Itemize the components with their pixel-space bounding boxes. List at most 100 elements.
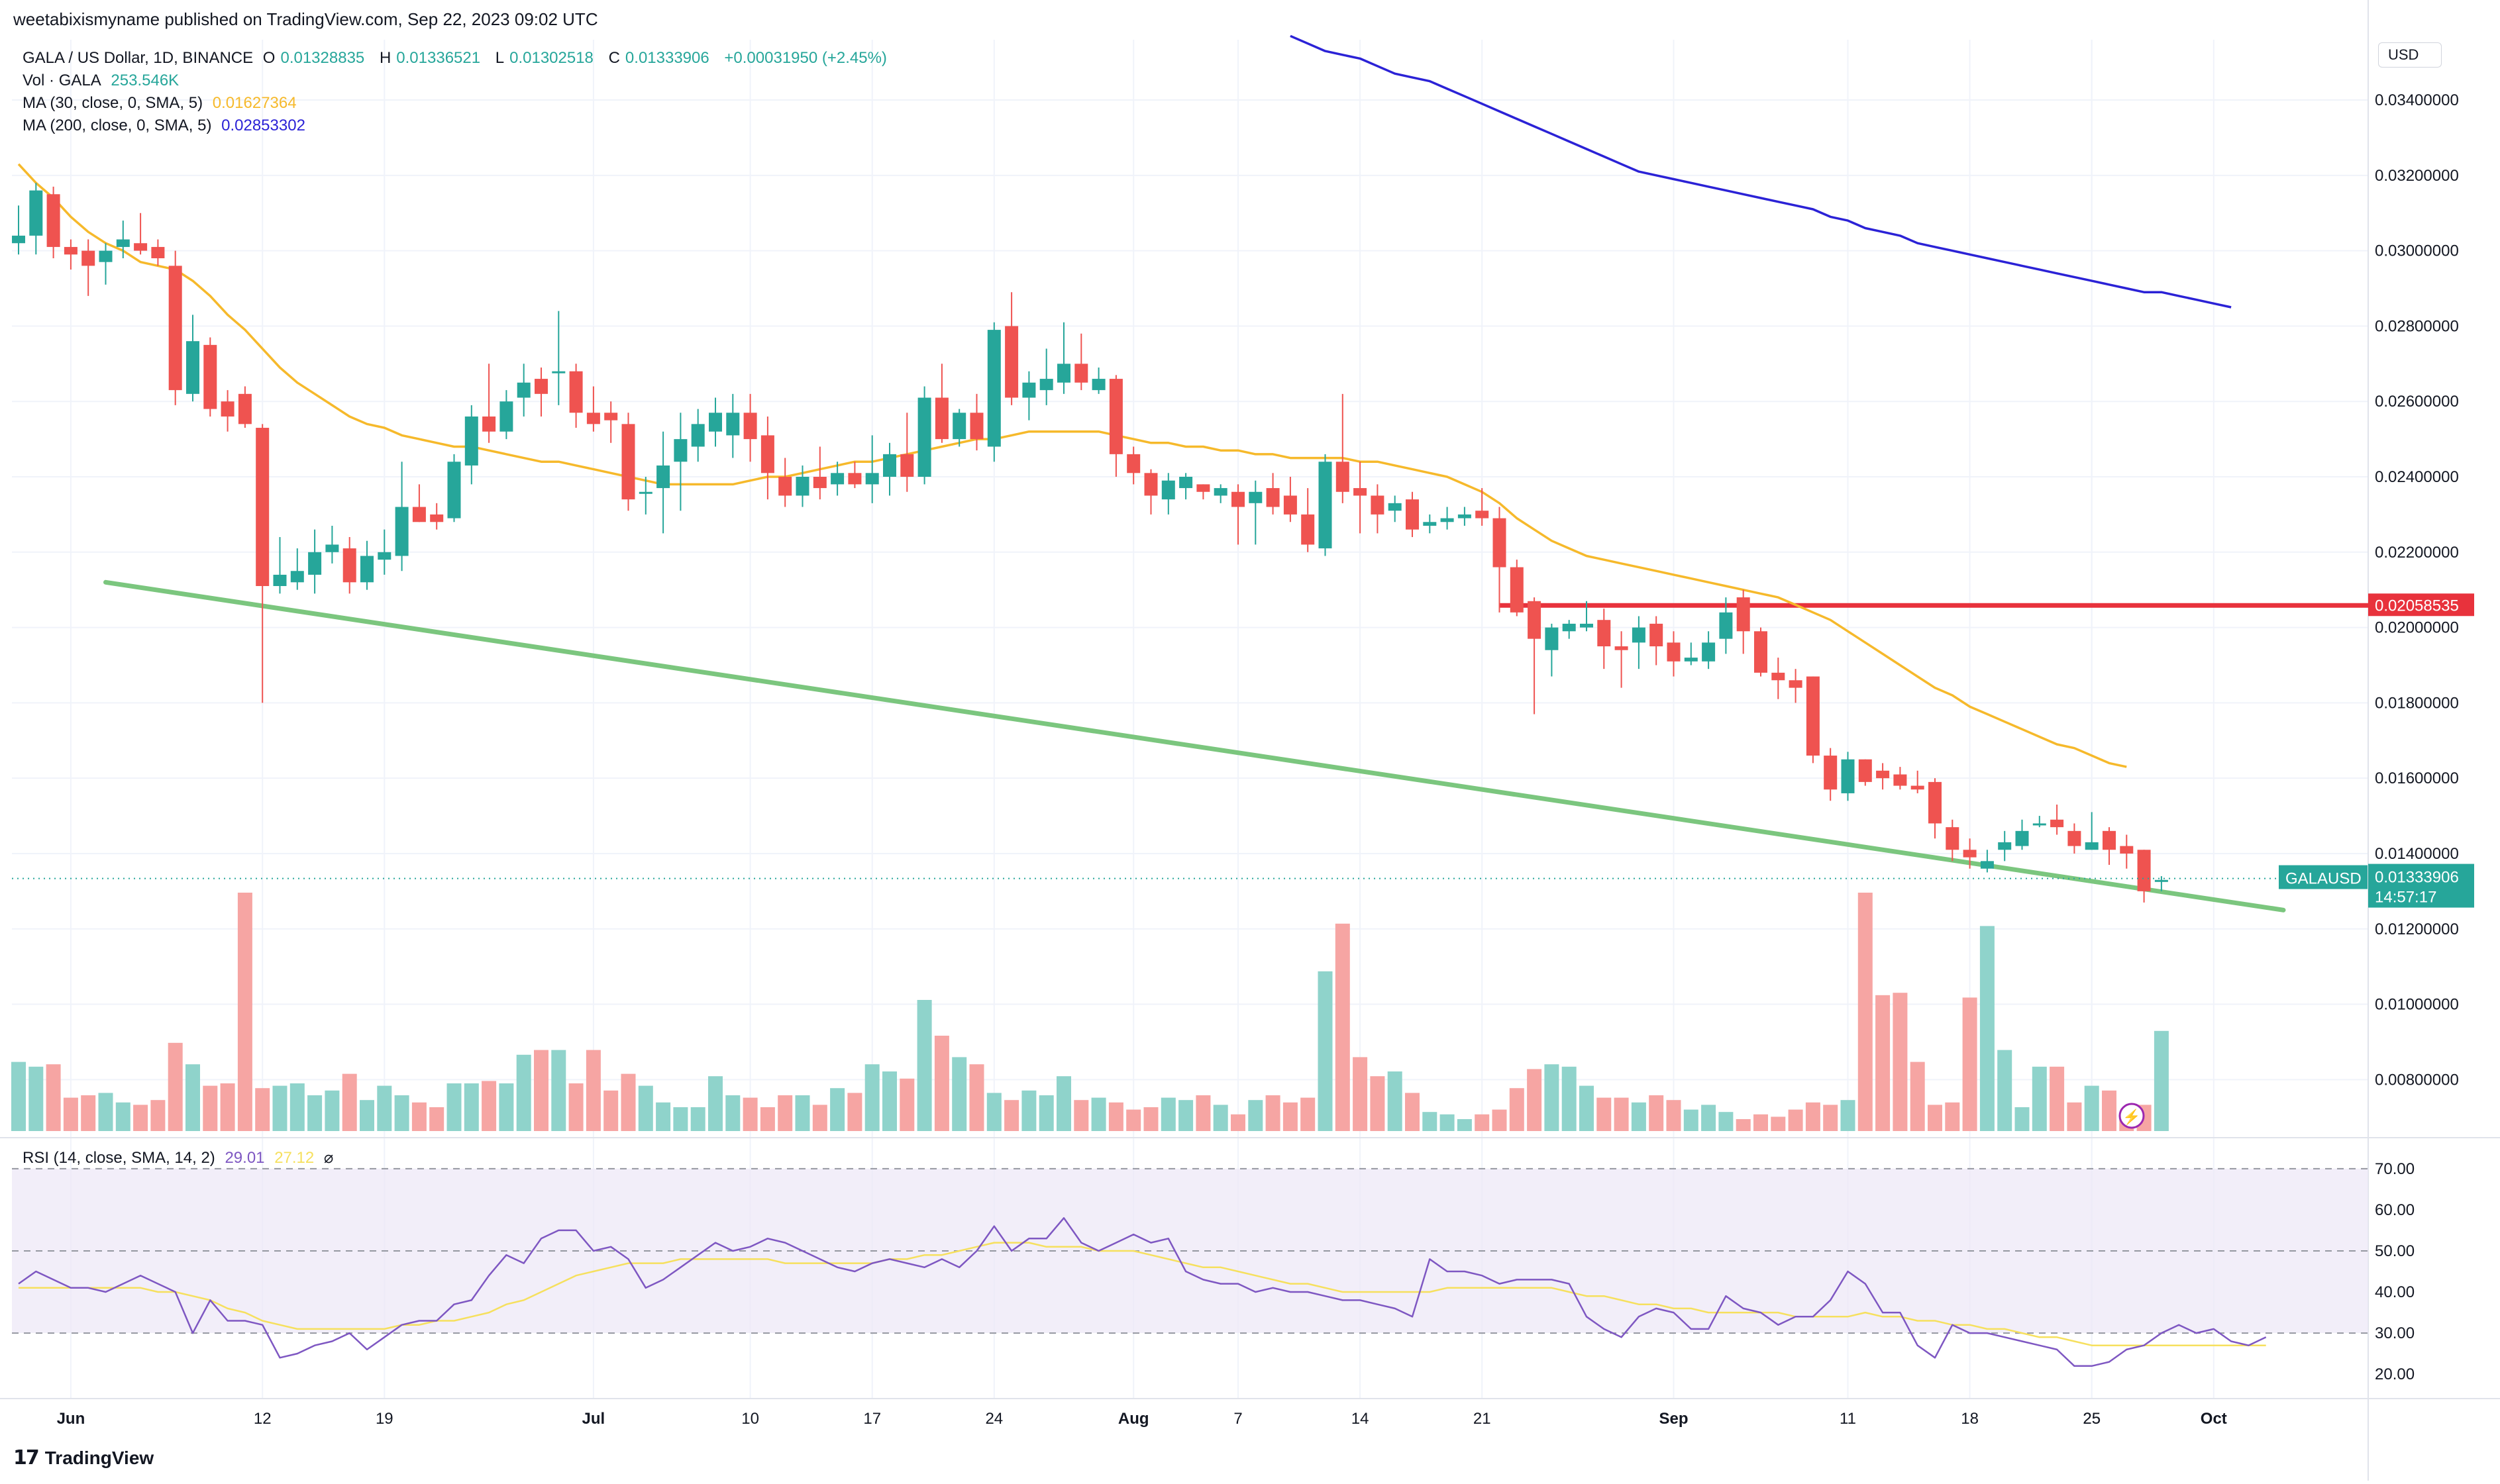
candle-body [186, 341, 199, 394]
close-label: C [608, 49, 620, 67]
candle-body [674, 439, 688, 462]
volume-bar [917, 1000, 932, 1131]
rsi-band [12, 1168, 2368, 1334]
candle-body [970, 413, 984, 440]
volume-bar [2067, 1102, 2082, 1131]
volume-bar [1387, 1071, 1402, 1131]
candle-body [865, 473, 879, 485]
volume-bar [63, 1097, 78, 1131]
candle-body [499, 401, 513, 432]
volume-bar [708, 1076, 723, 1131]
time-tick-label: 25 [2083, 1410, 2101, 1428]
time-tick-label: 24 [985, 1410, 1003, 1428]
volume-bar [1979, 926, 1995, 1131]
volume-bar [778, 1095, 793, 1131]
volume-bar [1143, 1107, 1159, 1131]
candle-body [760, 435, 774, 473]
volume-bar [864, 1064, 880, 1131]
volume-bar [203, 1085, 218, 1131]
rsi-value: 29.01 [225, 1149, 265, 1167]
volume-bar [325, 1090, 340, 1131]
volume-bar [1074, 1100, 1089, 1131]
time-tick-label: 18 [1961, 1410, 1979, 1428]
candle-body [325, 544, 339, 552]
volume-label[interactable]: Vol · GALA [23, 72, 101, 89]
volume-value: 253.546K [111, 72, 180, 89]
tradingview-logo[interactable]: 𝟭𝟳 TradingView [13, 1446, 154, 1469]
candle-body [1301, 514, 1315, 545]
volume-bar [2032, 1066, 2047, 1131]
volume-bar [360, 1100, 374, 1131]
volume-bar [1823, 1105, 1838, 1131]
volume-bar [429, 1107, 444, 1131]
time-tick-label: 12 [254, 1410, 272, 1428]
volume-bar [1666, 1100, 1681, 1131]
volume-bar [1422, 1112, 1437, 1131]
candle-body [1440, 518, 1454, 522]
time-tick-label: 10 [741, 1410, 759, 1428]
candle-body [1771, 672, 1785, 681]
candle-body [1597, 620, 1611, 647]
volume-bar [673, 1107, 688, 1131]
volume-bar [603, 1090, 619, 1131]
volume-bar [795, 1095, 810, 1131]
candle-body [2137, 850, 2151, 891]
rsi-tick-label: 70.00 [2375, 1160, 2415, 1178]
time-tick-label: Oct [2201, 1410, 2227, 1428]
volume-bar [1683, 1109, 1698, 1131]
volume-bar [1945, 1102, 1960, 1131]
price-tick-label: 0.01000000 [2375, 996, 2459, 1014]
volume-bar [1353, 1057, 1368, 1131]
volume-bar [1910, 1062, 1925, 1131]
candle-body [1736, 597, 1750, 632]
time-tick-label: Aug [1118, 1410, 1149, 1428]
volume-bar [1178, 1100, 1194, 1131]
rsi-empty-icon: ⌀ [323, 1149, 334, 1167]
rsi-tick-label: 40.00 [2375, 1283, 2415, 1301]
time-tick-label: Sep [1659, 1410, 1688, 1428]
volume-bar [1300, 1097, 1316, 1131]
ma200-line [1290, 34, 2232, 309]
volume-bar [1492, 1109, 1507, 1131]
volume-bar [1614, 1097, 1629, 1131]
symbol-tag [2279, 865, 2368, 889]
high-value: 0.01336521 [396, 49, 481, 67]
candle-body [778, 477, 792, 496]
candle-body [168, 266, 182, 391]
candle-body [1249, 491, 1263, 503]
time-tick-label: 11 [1840, 1410, 1856, 1428]
candle-body [1684, 658, 1698, 662]
price-tick-label: 0.02000000 [2375, 619, 2459, 637]
ma30-line [17, 163, 2127, 768]
volume-bar [690, 1107, 705, 1131]
ma30-label[interactable]: MA (30, close, 0, SMA, 5) [23, 94, 203, 112]
volume-bar [1561, 1066, 1577, 1131]
last-price-text: 0.01333906 [2375, 869, 2459, 887]
candle-body [1283, 495, 1297, 515]
ma200-value: 0.02853302 [221, 117, 305, 134]
volume-bar [1997, 1050, 2012, 1131]
volume-bar [1405, 1093, 1420, 1131]
lightning-glyph-icon: ⚡ [2122, 1109, 2140, 1126]
volume-bar [1126, 1109, 1141, 1131]
alert-lightning-icon [2118, 1103, 2145, 1129]
symbol-name[interactable]: GALA / US Dollar, 1D, BINANCE [23, 49, 254, 67]
candle-body [569, 371, 583, 413]
currency-selector[interactable]: USD [2378, 42, 2442, 68]
ma200-label[interactable]: MA (200, close, 0, SMA, 5) [23, 117, 212, 134]
volume-bar [1475, 1114, 1490, 1131]
rsi-label[interactable]: RSI (14, close, SMA, 14, 2) [23, 1149, 215, 1167]
volume-bar [1039, 1095, 1054, 1131]
volume-bar [760, 1107, 775, 1131]
candle-body [203, 344, 217, 409]
candle-body [1022, 382, 1036, 398]
volume-bar [98, 1093, 113, 1131]
price-tick-label: 0.02400000 [2375, 468, 2459, 486]
legend-symbol-row: GALA / US Dollar, 1D, BINANCE O 0.0132883… [23, 49, 892, 68]
volume-bar [2014, 1107, 2030, 1131]
volume-bar [1265, 1095, 1280, 1131]
volume-bar [2154, 1030, 2169, 1131]
price-tick-label: 0.01400000 [2375, 845, 2459, 863]
